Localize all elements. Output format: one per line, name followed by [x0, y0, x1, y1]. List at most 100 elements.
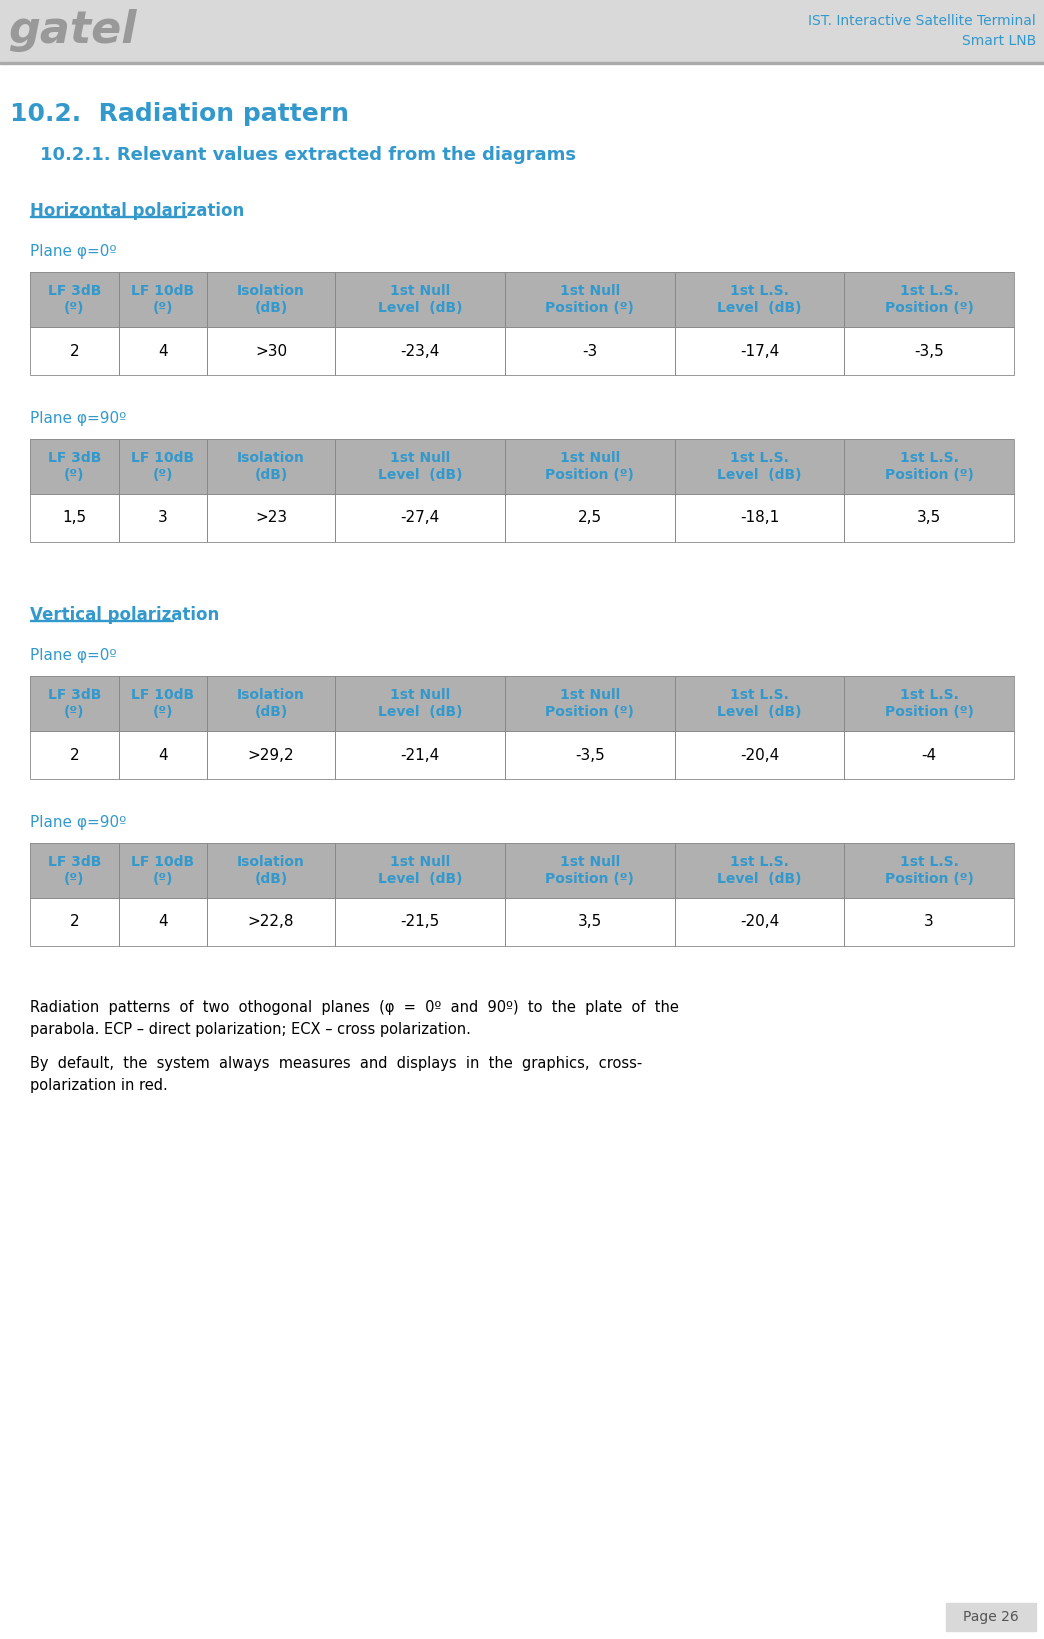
Bar [119, 328, 207, 375]
Text: Isolation
(dB): Isolation (dB) [237, 688, 305, 720]
Text: 3: 3 [924, 915, 934, 929]
Text: 4: 4 [158, 344, 168, 359]
Bar [335, 493, 505, 543]
Bar [845, 731, 1014, 779]
Bar [674, 898, 845, 946]
Text: Isolation
(dB): Isolation (dB) [237, 451, 305, 482]
Bar [845, 898, 1014, 946]
Bar [0, 0, 1044, 62]
Text: >30: >30 [255, 344, 287, 359]
Bar [845, 842, 1014, 898]
Bar [119, 675, 207, 731]
Text: -3: -3 [582, 344, 597, 359]
Bar [0, 62, 1044, 64]
Text: Radiation  patterns  of  two  othogonal  planes  (φ  =  0º  and  90º)  to  the  : Radiation patterns of two othogonal plan… [30, 1000, 679, 1037]
Text: 1st L.S.
Position (º): 1st L.S. Position (º) [884, 451, 974, 482]
Text: 1st L.S.
Position (º): 1st L.S. Position (º) [884, 688, 974, 720]
Bar [845, 898, 1014, 946]
Bar [335, 328, 505, 375]
Text: Plane φ=90º: Plane φ=90º [30, 815, 126, 829]
Text: -27,4: -27,4 [400, 510, 440, 526]
Bar [505, 328, 674, 375]
Bar [674, 898, 845, 946]
Bar [207, 328, 335, 375]
Text: >29,2: >29,2 [247, 747, 294, 762]
Bar [505, 675, 674, 731]
Bar [119, 328, 207, 375]
Bar [845, 439, 1014, 493]
Bar [674, 328, 845, 375]
Text: 1st Null
Level  (dB): 1st Null Level (dB) [378, 284, 462, 315]
Text: 3: 3 [158, 510, 168, 526]
Bar [335, 898, 505, 946]
Text: LF 3dB
(º): LF 3dB (º) [48, 451, 101, 482]
Bar [30, 328, 119, 375]
Bar [674, 731, 845, 779]
Text: -21,5: -21,5 [400, 915, 440, 929]
Bar [845, 493, 1014, 543]
Bar [119, 731, 207, 779]
Text: 1st Null
Level  (dB): 1st Null Level (dB) [378, 688, 462, 720]
Bar [505, 439, 674, 493]
Bar [674, 675, 845, 731]
Bar [845, 272, 1014, 328]
Bar [335, 898, 505, 946]
Bar [674, 439, 845, 493]
Bar [30, 493, 119, 543]
Bar [335, 272, 505, 328]
Bar [674, 439, 845, 493]
Bar [119, 493, 207, 543]
Text: 1st Null
Position (º): 1st Null Position (º) [545, 688, 634, 720]
Text: >22,8: >22,8 [247, 915, 294, 929]
Bar [207, 731, 335, 779]
Bar [207, 842, 335, 898]
Text: 1st Null
Position (º): 1st Null Position (º) [545, 284, 634, 315]
Bar [207, 328, 335, 375]
Bar [505, 328, 674, 375]
Bar [505, 898, 674, 946]
Bar [505, 842, 674, 898]
Bar [207, 493, 335, 543]
Bar [674, 493, 845, 543]
Text: 1st L.S.
Position (º): 1st L.S. Position (º) [884, 856, 974, 887]
Text: -3,5: -3,5 [575, 747, 604, 762]
Bar [845, 328, 1014, 375]
Bar [30, 675, 119, 731]
Text: 1st Null
Position (º): 1st Null Position (º) [545, 451, 634, 482]
Bar [119, 272, 207, 328]
Text: LF 10dB
(º): LF 10dB (º) [132, 284, 194, 315]
Bar [119, 898, 207, 946]
Text: -17,4: -17,4 [740, 344, 779, 359]
Text: -18,1: -18,1 [740, 510, 779, 526]
Text: -20,4: -20,4 [740, 915, 779, 929]
Text: 1st Null
Level  (dB): 1st Null Level (dB) [378, 856, 462, 887]
Bar [845, 328, 1014, 375]
Bar [30, 898, 119, 946]
Bar [30, 898, 119, 946]
Bar [207, 731, 335, 779]
Bar [30, 439, 119, 493]
Text: 1st Null
Level  (dB): 1st Null Level (dB) [378, 451, 462, 482]
Bar [119, 842, 207, 898]
Text: 3,5: 3,5 [577, 915, 601, 929]
Bar [845, 675, 1014, 731]
Text: 2: 2 [70, 915, 79, 929]
Bar [335, 675, 505, 731]
Text: 4: 4 [158, 915, 168, 929]
Text: 10.2.  Radiation pattern: 10.2. Radiation pattern [10, 102, 349, 126]
Bar [30, 272, 119, 328]
Bar [335, 439, 505, 493]
Text: LF 10dB
(º): LF 10dB (º) [132, 451, 194, 482]
Bar [845, 272, 1014, 328]
Bar [674, 842, 845, 898]
Bar [845, 675, 1014, 731]
Bar [674, 675, 845, 731]
Text: -23,4: -23,4 [400, 344, 440, 359]
Bar [505, 731, 674, 779]
Text: Plane φ=0º: Plane φ=0º [30, 244, 117, 259]
Bar [674, 272, 845, 328]
Bar [335, 272, 505, 328]
Text: Page 26: Page 26 [964, 1609, 1019, 1624]
Text: -4: -4 [922, 747, 936, 762]
Bar [505, 493, 674, 543]
